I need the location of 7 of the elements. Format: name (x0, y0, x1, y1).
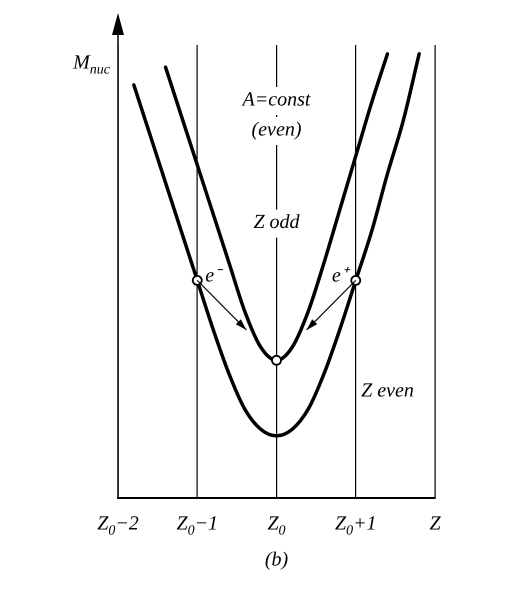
x-tick-label: Z (429, 512, 442, 534)
annotation: e⁺ (332, 264, 351, 287)
series-label: Z odd (253, 210, 301, 233)
text: (b) (264, 548, 288, 570)
annotation: e⁻ (205, 264, 224, 287)
annotation: A=const (even) (240, 88, 311, 140)
series-label: Z even (361, 380, 414, 402)
